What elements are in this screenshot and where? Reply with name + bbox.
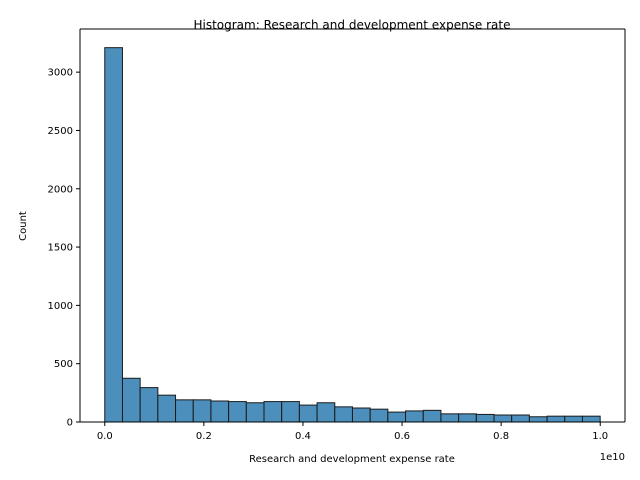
y-ticks-group: 0 500 1000 1500 2000 2500 3000 — [48, 68, 80, 429]
x-tick-label: 0.4 — [295, 431, 311, 442]
x-tick-label: 0.8 — [493, 431, 509, 442]
y-tick-label: 2500 — [48, 126, 73, 137]
y-axis-label: Count — [18, 211, 29, 241]
y-tick-label: 0 — [67, 418, 73, 429]
histogram-bar — [528, 416, 548, 423]
x-tick-label: 0.6 — [394, 431, 410, 442]
histogram-bar — [334, 406, 353, 423]
histogram-bar — [157, 394, 177, 423]
histogram-bar — [139, 387, 159, 423]
histogram-bar — [245, 402, 265, 423]
histogram-bar — [493, 414, 513, 423]
histogram-bar — [458, 413, 477, 423]
histogram-bar — [564, 415, 583, 423]
x-tick-label: 0.0 — [97, 431, 113, 442]
histogram-bar — [351, 407, 371, 423]
x-tick-label: 1.0 — [592, 431, 608, 442]
histogram-bar — [228, 401, 247, 423]
histogram-bar — [369, 408, 389, 423]
histogram-bar — [104, 47, 123, 423]
histogram-bar — [175, 399, 194, 423]
histogram-bar — [281, 401, 300, 423]
x-tick-label: 0.2 — [196, 431, 212, 442]
histogram-bar — [511, 414, 530, 423]
x-axis-label: Research and development expense rate — [249, 454, 455, 465]
y-tick-label: 2000 — [48, 184, 73, 195]
histogram-bar — [192, 399, 212, 423]
histogram-bar — [121, 377, 141, 423]
histogram-bar — [298, 404, 318, 423]
histogram-bar — [405, 410, 424, 423]
y-tick-label: 3000 — [48, 68, 73, 79]
histogram-bar — [581, 415, 601, 423]
histogram-bar — [316, 402, 336, 423]
axes-group — [79, 28, 626, 423]
histogram-bar — [475, 413, 495, 423]
x-ticks-group: 0.0 0.2 0.4 0.6 0.8 1.0 — [97, 422, 608, 442]
histogram-bar — [422, 409, 442, 423]
chart-title: Histogram: Research and development expe… — [193, 18, 510, 32]
histogram-bar — [210, 400, 230, 423]
histogram-bar — [387, 411, 407, 423]
y-tick-label: 500 — [54, 359, 73, 370]
y-tick-label: 1000 — [48, 301, 73, 312]
x-axis-offset-label: 1e10 — [600, 452, 625, 463]
y-tick-label: 1500 — [48, 243, 73, 254]
histogram-bar — [440, 413, 460, 423]
histogram-bar — [263, 401, 283, 423]
histogram-bar — [546, 415, 566, 423]
bars-group — [104, 47, 601, 423]
